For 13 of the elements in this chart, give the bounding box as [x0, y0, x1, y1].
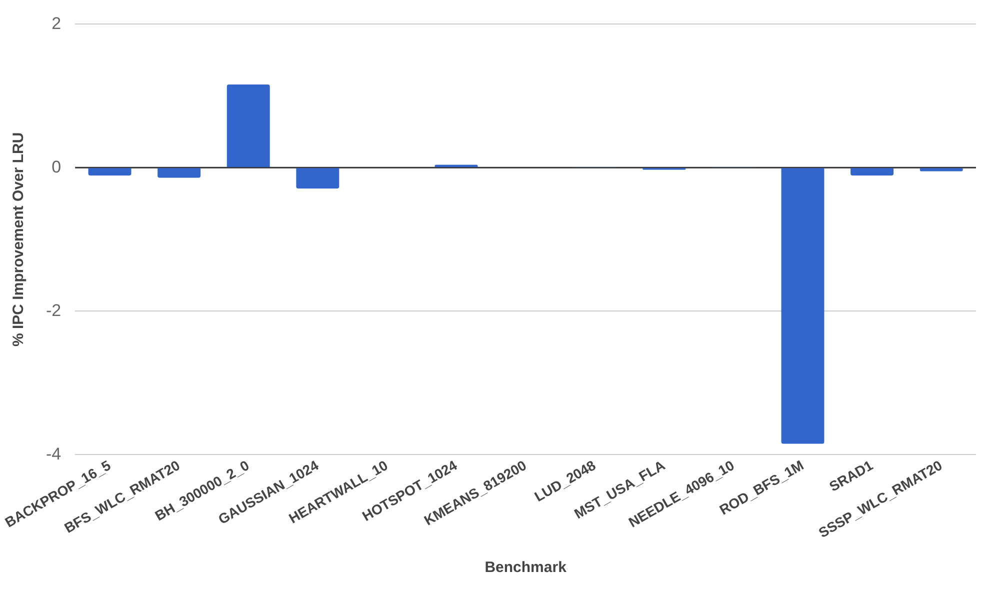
bar — [88, 168, 132, 176]
y-axis-title: % IPC Improvement Over LRU — [10, 132, 28, 346]
x-axis-title: Benchmark — [484, 559, 568, 576]
bar — [920, 168, 963, 172]
bar — [158, 168, 201, 178]
bar — [781, 168, 824, 444]
bar — [296, 168, 340, 188]
y-tick-label: 2 — [52, 14, 62, 33]
bar — [850, 168, 894, 176]
y-tick-label: 0 — [52, 157, 62, 176]
bar — [226, 84, 270, 168]
y-tick-label: -2 — [46, 300, 62, 320]
y-tick-label: -4 — [46, 444, 62, 464]
